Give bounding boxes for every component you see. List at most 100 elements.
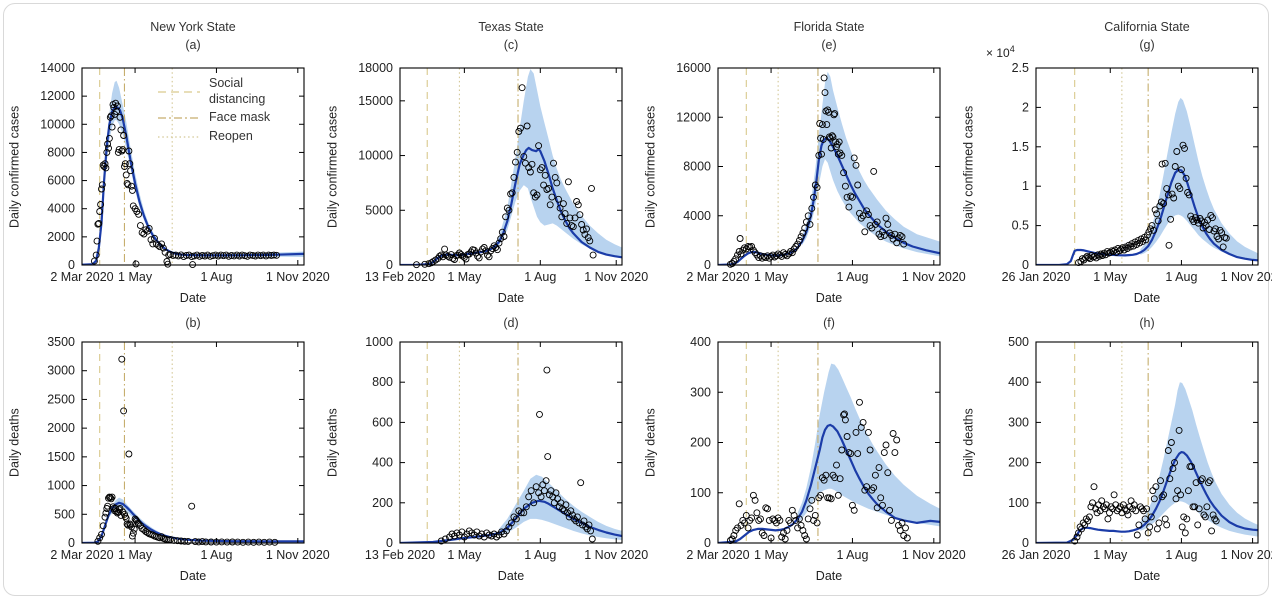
y-tick-label: 10000 <box>40 117 75 131</box>
subplot-ny-cases: 2 Mar 2020 1 May 1 Aug 1 Nov 2020 0 2000 4000 6… <box>0 8 330 305</box>
x-tick-label: 1 Aug <box>1165 270 1197 284</box>
y-tick-label: 4000 <box>683 209 711 223</box>
y-tick-label: 100 <box>1008 496 1029 510</box>
exponent-power: 4 <box>1009 44 1015 54</box>
scatter-points <box>437 366 596 545</box>
y-axis-label: Daily deaths <box>325 408 340 477</box>
y-axis-label: Daily deaths <box>7 408 22 477</box>
plot-sublabel-g: (g) <box>1139 38 1155 52</box>
plot-sublabel-h: (h) <box>1139 316 1155 330</box>
y-tick-label: 1.5 <box>1012 140 1029 154</box>
plot-title-ca: California State <box>1104 20 1190 34</box>
x-tick-label: 2 Mar 2020 <box>686 548 749 562</box>
y-tick-label: 5000 <box>365 203 393 217</box>
y-tick-label: 0 <box>386 258 393 272</box>
x-axis-label: Date <box>179 569 207 583</box>
confidence-band <box>1140 97 1258 261</box>
model-line <box>400 146 622 265</box>
axis-frame <box>399 67 623 266</box>
x-axis-label: Date <box>815 569 843 583</box>
scatter-points <box>726 398 911 544</box>
x-tick-label: 1 May <box>118 270 153 284</box>
y-axis-label: Daily deaths <box>961 408 976 477</box>
event-lines <box>426 68 519 265</box>
x-tick-label: 2 Mar 2020 <box>50 548 113 562</box>
plot-sublabel-c: (c) <box>503 38 519 52</box>
x-tick-label: 1 May <box>754 548 789 562</box>
y-tick-label: 100 <box>690 486 711 500</box>
y-tick-label: 600 <box>372 415 393 429</box>
plot-canvas-g: 26 Jan 2020 1 May 1 Aug 1 Nov 2020 0 0.5 1 1.5 2… <box>1002 61 1272 284</box>
y-tick-label: 300 <box>1008 415 1029 429</box>
plot-sublabel-e: (e) <box>821 38 837 52</box>
plot-canvas-e: 2 Mar 2020 1 May 1 Aug 1 Nov 2020 0 4000 8000 1… <box>676 61 966 284</box>
y-axis-label: Daily confirmed cases <box>325 105 340 228</box>
x-axis-label: Date <box>1133 569 1161 583</box>
x-tick-label: 26 Jan 2020 <box>1002 548 1071 562</box>
x-tick-label: 2 Mar 2020 <box>50 270 113 284</box>
y-tick-label: 18000 <box>358 61 393 75</box>
axis-frame <box>81 341 305 544</box>
x-tick-label: 2 Mar 2020 <box>686 270 749 284</box>
axis-ticks: 26 Jan 2020 1 May 1 Aug 1 Nov 2020 0 0.5 1 1.5 2… <box>1002 61 1272 284</box>
legend-label: Face mask <box>209 110 271 125</box>
y-tick-label: 2000 <box>47 230 75 244</box>
y-tick-label: 1000 <box>47 479 75 493</box>
event-lines <box>745 342 819 543</box>
y-tick-label: 4000 <box>47 202 75 216</box>
y-tick-label: 0.5 <box>1012 219 1029 233</box>
confidence-band <box>802 71 940 257</box>
x-tick-label: 1 Nov 2020 <box>902 548 966 562</box>
y-tick-label: 2 <box>1022 100 1029 114</box>
y-tick-label: 15000 <box>358 94 393 108</box>
axis-ticks: 13 Feb 2020 1 May 1 Aug 1 Nov 2020 0 5000 1000… <box>358 61 648 284</box>
y-tick-label: 8000 <box>683 160 711 174</box>
plot-canvas-f: 2 Mar 2020 1 May 1 Aug 1 Nov 2020 0 100 200 300… <box>686 335 965 562</box>
event-lines <box>1074 342 1149 543</box>
axis-ticks: 2 Mar 2020 1 May 1 Aug 1 Nov 2020 0 4000 8000 1… <box>676 61 966 284</box>
x-tick-label: 1 May <box>754 270 789 284</box>
y-tick-label: 14000 <box>40 61 75 75</box>
y-tick-label: 200 <box>690 436 711 450</box>
plot-title-fl: Florida State <box>793 20 865 34</box>
plot-sublabel-a: (a) <box>185 38 201 52</box>
plot-sublabel-d: (d) <box>503 316 519 330</box>
legend-item-reopen: Reopen <box>158 129 314 145</box>
y-tick-label: 12000 <box>676 110 711 124</box>
model-line <box>718 423 940 543</box>
x-tick-label: 1 Aug <box>524 270 556 284</box>
axis-frame <box>399 341 623 544</box>
y-tick-label: 0 <box>68 536 75 550</box>
x-tick-label: 1 Nov 2020 <box>266 548 330 562</box>
scatter-points <box>94 355 279 546</box>
y-tick-label: 400 <box>372 456 393 470</box>
y-tick-label: 0 <box>1022 258 1029 272</box>
y-axis-label: Daily deaths <box>643 408 658 477</box>
y-tick-label: 8000 <box>47 145 75 159</box>
plot-canvas-c: 13 Feb 2020 1 May 1 Aug 1 Nov 2020 0 5000 1000… <box>358 61 648 284</box>
scatter-points <box>726 74 908 268</box>
x-tick-label: 1 Aug <box>1165 548 1197 562</box>
x-tick-label: 13 Feb 2020 <box>365 548 435 562</box>
y-tick-label: 300 <box>690 385 711 399</box>
y-tick-label: 500 <box>54 507 75 521</box>
y-tick-label: 3500 <box>47 335 75 349</box>
exponent-base: × 10 <box>986 46 1010 60</box>
subplot-fl-cases: 2 Mar 2020 1 May 1 Aug 1 Nov 2020 0 4000 8000 1… <box>636 8 966 305</box>
x-tick-label: 1 May <box>447 270 482 284</box>
axis-frame <box>1035 67 1259 266</box>
subplot-ca-cases: 26 Jan 2020 1 May 1 Aug 1 Nov 2020 0 0.5 1 1.5 2… <box>954 8 1272 305</box>
legend-label: Social distancing <box>209 76 266 106</box>
y-tick-label: 800 <box>372 375 393 389</box>
y-tick-label: 400 <box>1008 375 1029 389</box>
plot-canvas-a: 2 Mar 2020 1 May 1 Aug 1 Nov 2020 0 2000 4000 6… <box>40 61 330 284</box>
confidence-band <box>797 363 940 527</box>
y-tick-label: 0 <box>704 258 711 272</box>
model-line <box>1036 168 1258 265</box>
plot-canvas-b: 2 Mar 2020 1 May 1 Aug 1 Nov 2020 0 500 1000 15… <box>47 335 330 562</box>
scatter-points <box>413 84 597 269</box>
y-tick-label: 0 <box>1022 536 1029 550</box>
plot-sublabel-b: (b) <box>185 316 201 330</box>
y-tick-label: 6000 <box>47 174 75 188</box>
